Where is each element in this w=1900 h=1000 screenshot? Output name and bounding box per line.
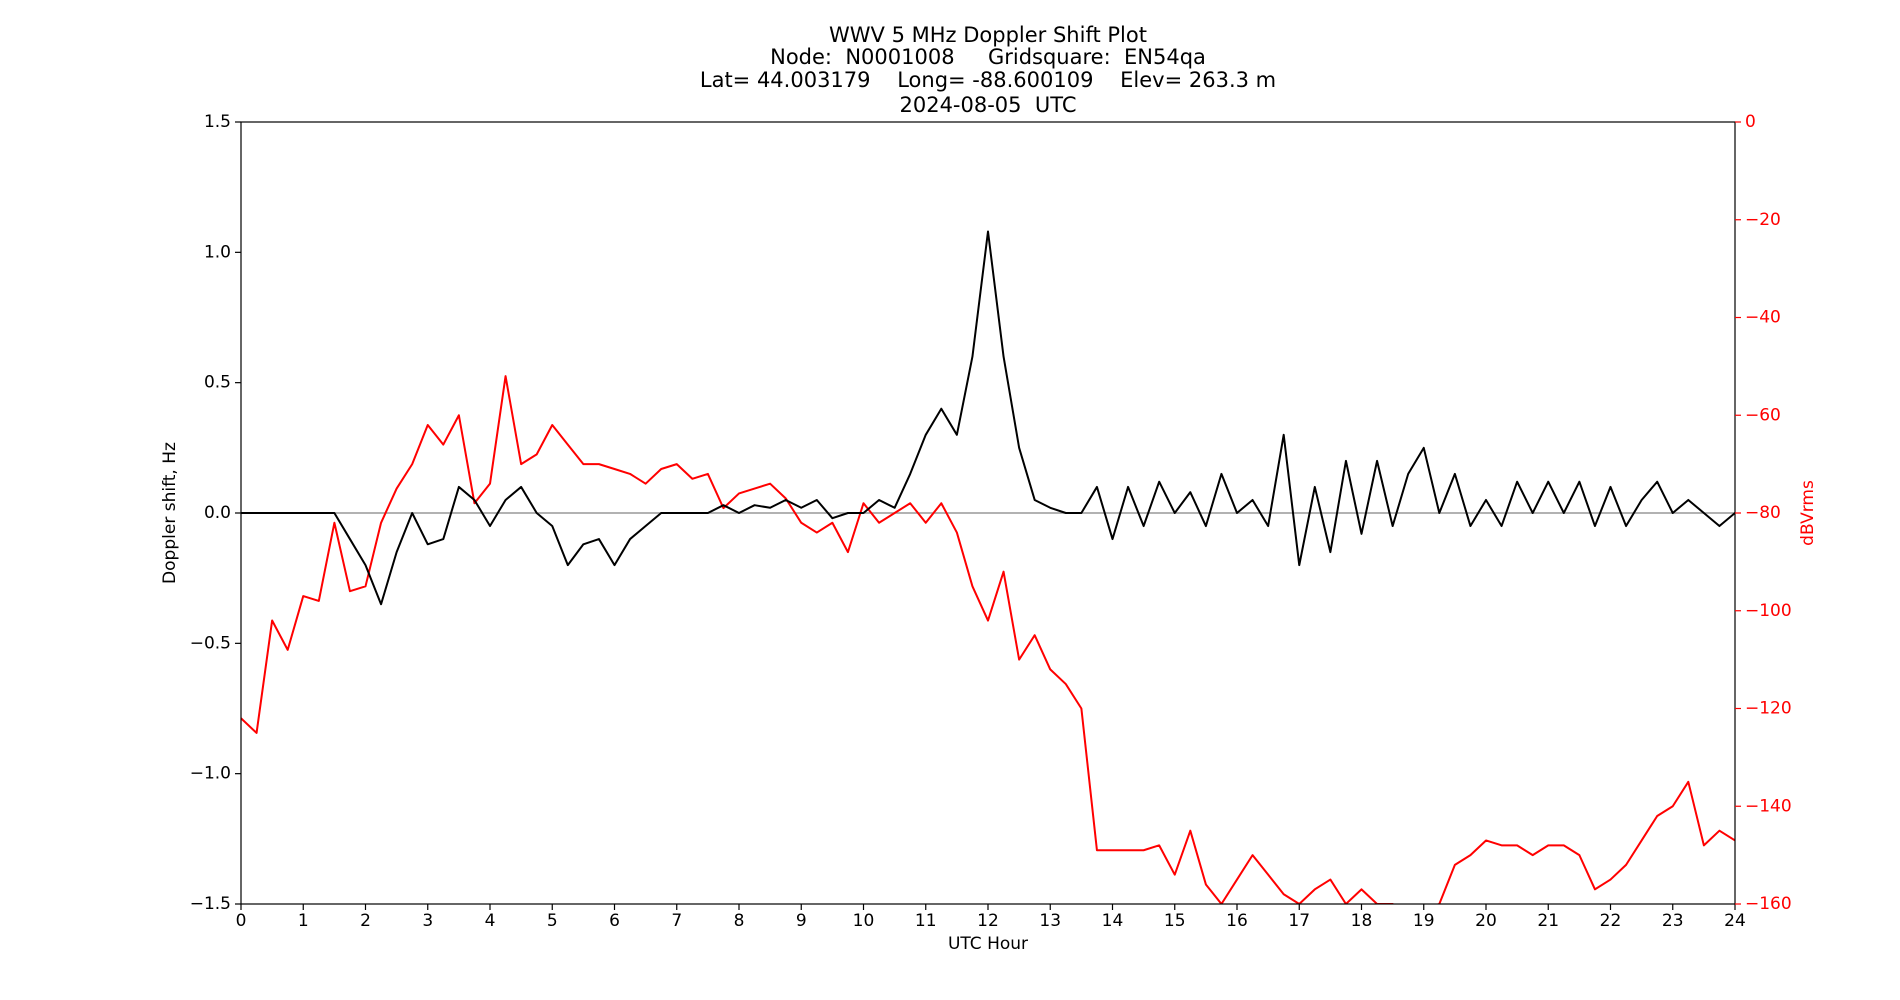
- y2-tick-label: −140: [1745, 796, 1792, 816]
- x-tick-label: 7: [671, 911, 682, 931]
- chart-subtitle: 2024-08-05 UTC: [899, 93, 1076, 117]
- x-tick-label: 23: [1662, 911, 1684, 931]
- x-tick-label: 3: [422, 911, 433, 931]
- x-tick-label: 5: [547, 911, 558, 931]
- y-tick-label: 0.0: [204, 503, 231, 523]
- y2-tick-label: −80: [1745, 503, 1781, 523]
- x-tick-label: 24: [1724, 911, 1746, 931]
- y-tick-label: −1.5: [190, 894, 231, 914]
- x-tick-label: 19: [1413, 911, 1435, 931]
- y2-tick-label: −60: [1745, 405, 1781, 425]
- x-tick-label: 4: [485, 911, 496, 931]
- data-line: [241, 230, 1735, 606]
- x-tick-label: 18: [1351, 911, 1373, 931]
- x-axis-label: UTC Hour: [948, 934, 1028, 954]
- y2-axis-label: dBVrms: [1798, 480, 1818, 546]
- y-axis-label: Doppler shift, Hz: [160, 442, 180, 584]
- y-tick-label: 1.0: [204, 242, 231, 262]
- x-tick-label: 0: [236, 911, 247, 931]
- data-line: [241, 375, 1735, 904]
- y-tick-label: −0.5: [190, 633, 231, 653]
- x-tick-label: 12: [977, 911, 999, 931]
- x-tick-label: 15: [1164, 911, 1186, 931]
- y2-tick-label: −160: [1745, 894, 1792, 914]
- y-tick-label: 1.5: [204, 112, 231, 132]
- y2-tick-label: 0: [1745, 112, 1756, 132]
- y2-tick-label: −120: [1745, 699, 1792, 719]
- x-tick-label: 8: [734, 911, 745, 931]
- chart-subtitle: Lat= 44.003179 Long= -88.600109 Elev= 26…: [700, 68, 1276, 92]
- y-tick-label: −1.0: [190, 764, 231, 784]
- y2-tick-label: −100: [1745, 601, 1792, 621]
- x-tick-label: 16: [1226, 911, 1248, 931]
- x-tick-label: 13: [1039, 911, 1061, 931]
- x-tick-label: 1: [298, 911, 309, 931]
- x-tick-label: 6: [609, 911, 620, 931]
- y-tick-label: 0.5: [204, 373, 231, 393]
- x-tick-label: 21: [1537, 911, 1559, 931]
- chart-title: WWV 5 MHz Doppler Shift Plot: [829, 23, 1147, 47]
- x-tick-label: 20: [1475, 911, 1497, 931]
- x-tick-label: 14: [1102, 911, 1124, 931]
- y2-tick-label: −20: [1745, 210, 1781, 230]
- y2-tick-label: −40: [1745, 308, 1781, 328]
- x-tick-label: 17: [1288, 911, 1310, 931]
- x-tick-label: 10: [853, 911, 875, 931]
- x-tick-label: 2: [360, 911, 371, 931]
- chart-subtitle: Node: N0001008 Gridsquare: EN54qa: [770, 45, 1206, 69]
- x-tick-label: 22: [1600, 911, 1622, 931]
- x-tick-label: 9: [796, 911, 807, 931]
- x-tick-label: 11: [915, 911, 937, 931]
